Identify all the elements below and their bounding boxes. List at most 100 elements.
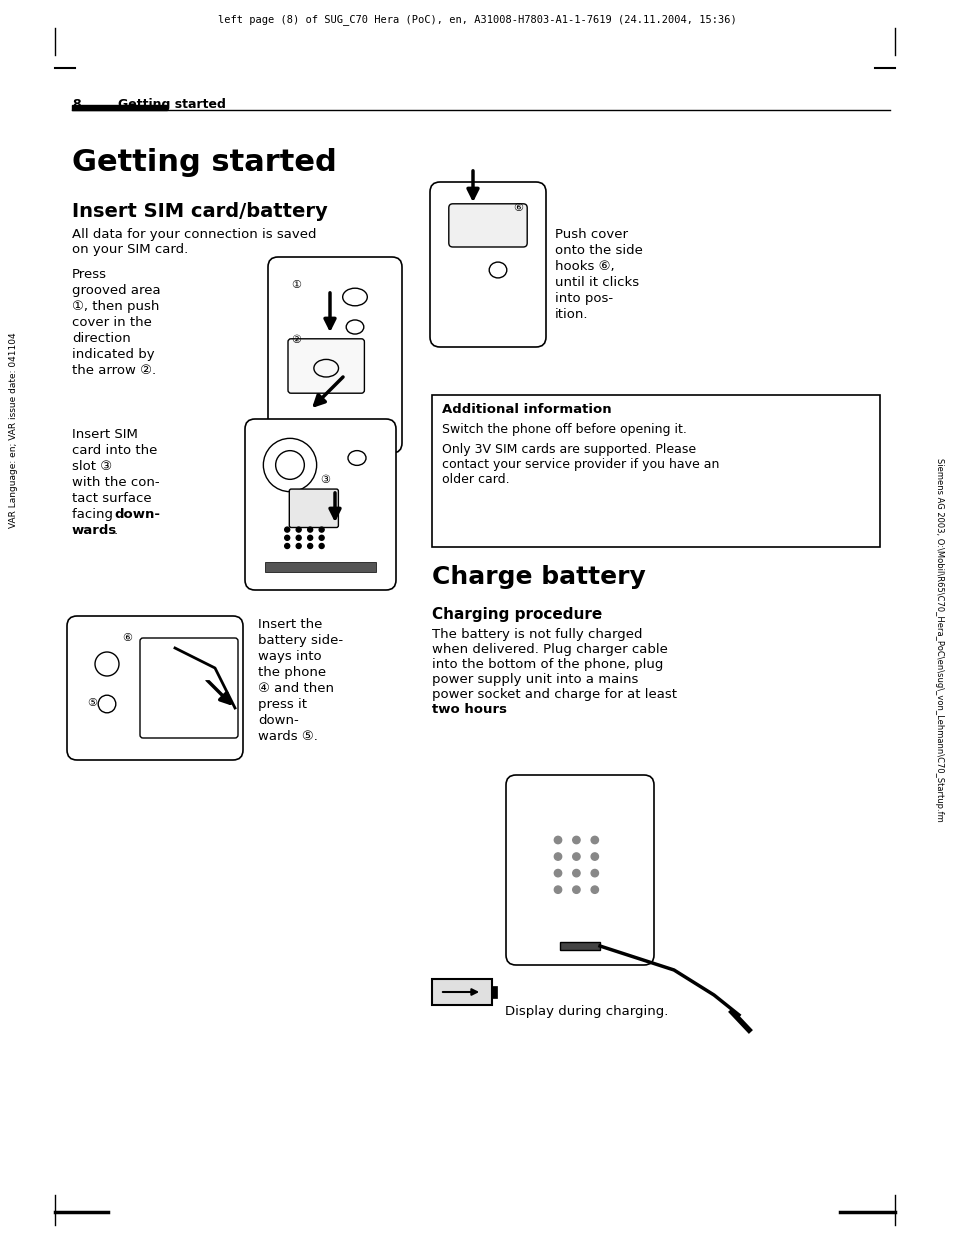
Text: wards: wards xyxy=(71,525,117,537)
Circle shape xyxy=(284,527,290,532)
Ellipse shape xyxy=(95,652,119,677)
Circle shape xyxy=(554,852,561,860)
Text: ②: ② xyxy=(291,335,301,345)
Text: into the bottom of the phone, plug: into the bottom of the phone, plug xyxy=(432,658,662,672)
Text: power socket and charge for at least: power socket and charge for at least xyxy=(432,688,677,701)
Text: older card.: older card. xyxy=(441,473,509,486)
Circle shape xyxy=(319,527,324,532)
Text: Press: Press xyxy=(71,268,107,282)
Text: power supply unit into a mains: power supply unit into a mains xyxy=(432,673,638,687)
Text: press it: press it xyxy=(257,698,307,711)
FancyBboxPatch shape xyxy=(288,339,364,394)
Text: hooks ⑥,: hooks ⑥, xyxy=(555,260,614,273)
Circle shape xyxy=(307,543,313,548)
Text: .: . xyxy=(498,703,502,716)
Text: card into the: card into the xyxy=(71,444,157,457)
Circle shape xyxy=(572,836,579,844)
Text: Switch the phone off before opening it.: Switch the phone off before opening it. xyxy=(441,422,686,436)
Circle shape xyxy=(295,536,301,541)
Text: ④ and then: ④ and then xyxy=(257,682,334,695)
Ellipse shape xyxy=(263,439,316,492)
Circle shape xyxy=(591,852,598,860)
Bar xyxy=(71,105,167,110)
Text: Display during charging.: Display during charging. xyxy=(504,1006,668,1018)
Text: the arrow ②.: the arrow ②. xyxy=(71,364,156,378)
Bar xyxy=(559,942,599,949)
Text: down-: down- xyxy=(113,508,160,521)
Circle shape xyxy=(591,886,598,893)
Bar xyxy=(432,395,879,547)
Text: 8: 8 xyxy=(71,98,81,111)
Circle shape xyxy=(591,836,598,844)
Text: ①, then push: ①, then push xyxy=(71,300,159,313)
Text: ⑥: ⑥ xyxy=(513,203,522,213)
Bar xyxy=(432,979,492,1006)
FancyBboxPatch shape xyxy=(448,204,527,247)
Circle shape xyxy=(572,852,579,860)
Text: slot ③: slot ③ xyxy=(71,460,112,473)
Circle shape xyxy=(554,870,561,877)
Text: onto the side: onto the side xyxy=(555,244,642,257)
FancyBboxPatch shape xyxy=(430,182,545,346)
Text: into pos-: into pos- xyxy=(555,292,613,305)
Text: The battery is not fully charged: The battery is not fully charged xyxy=(432,628,641,640)
Text: Siemens AG 2003, O:\Mobil\R65\C70_Hera_PoC\en\sug\_von_Lehmann\C70_Startup.fm: Siemens AG 2003, O:\Mobil\R65\C70_Hera_P… xyxy=(935,459,943,822)
Text: grooved area: grooved area xyxy=(71,284,160,297)
Text: down-: down- xyxy=(257,714,298,726)
Circle shape xyxy=(307,536,313,541)
Text: contact your service provider if you have an: contact your service provider if you hav… xyxy=(441,459,719,471)
FancyBboxPatch shape xyxy=(505,775,654,964)
Circle shape xyxy=(572,886,579,893)
FancyBboxPatch shape xyxy=(268,257,401,454)
Circle shape xyxy=(307,527,313,532)
Text: when delivered. Plug charger cable: when delivered. Plug charger cable xyxy=(432,643,667,655)
Circle shape xyxy=(284,536,290,541)
Text: ③: ③ xyxy=(319,475,330,485)
Text: Charge battery: Charge battery xyxy=(432,564,645,589)
Text: direction: direction xyxy=(71,331,131,345)
Text: ways into: ways into xyxy=(257,650,321,663)
Circle shape xyxy=(572,870,579,877)
Text: with the con-: with the con- xyxy=(71,476,159,488)
FancyBboxPatch shape xyxy=(289,490,338,527)
Text: Push cover: Push cover xyxy=(555,228,627,240)
Text: ⑤: ⑤ xyxy=(87,698,97,708)
Text: Charging procedure: Charging procedure xyxy=(432,607,601,622)
Text: ition.: ition. xyxy=(555,308,588,321)
Text: two hours: two hours xyxy=(432,703,506,716)
Text: tact surface: tact surface xyxy=(71,492,152,505)
Text: ⑥: ⑥ xyxy=(122,633,132,643)
Text: indicated by: indicated by xyxy=(71,348,154,361)
Text: Getting started: Getting started xyxy=(118,98,226,111)
Bar xyxy=(492,986,497,998)
Text: Getting started: Getting started xyxy=(71,148,336,177)
Bar xyxy=(265,562,375,572)
Text: ①: ① xyxy=(291,280,301,290)
Text: .: . xyxy=(113,525,118,537)
Text: cover in the: cover in the xyxy=(71,316,152,329)
Text: on your SIM card.: on your SIM card. xyxy=(71,243,188,255)
Circle shape xyxy=(319,543,324,548)
FancyBboxPatch shape xyxy=(67,616,243,760)
Circle shape xyxy=(319,536,324,541)
Text: the phone: the phone xyxy=(257,667,326,679)
Text: Additional information: Additional information xyxy=(441,402,611,416)
Circle shape xyxy=(554,836,561,844)
Circle shape xyxy=(591,870,598,877)
Text: left page (8) of SUG_C70 Hera (PoC), en, A31008-H7803-A1-1-7619 (24.11.2004, 15:: left page (8) of SUG_C70 Hera (PoC), en,… xyxy=(217,14,736,25)
FancyBboxPatch shape xyxy=(140,638,237,738)
Text: until it clicks: until it clicks xyxy=(555,277,639,289)
Text: wards ⑤.: wards ⑤. xyxy=(257,730,317,743)
Text: Only 3V SIM cards are supported. Please: Only 3V SIM cards are supported. Please xyxy=(441,444,696,456)
Text: facing: facing xyxy=(71,508,117,521)
Circle shape xyxy=(554,886,561,893)
Text: Insert SIM: Insert SIM xyxy=(71,427,138,441)
Text: All data for your connection is saved: All data for your connection is saved xyxy=(71,228,316,240)
Circle shape xyxy=(295,527,301,532)
Text: battery side-: battery side- xyxy=(257,634,343,647)
Circle shape xyxy=(284,543,290,548)
Circle shape xyxy=(295,543,301,548)
Text: VAR Language: en; VAR issue date: 041104: VAR Language: en; VAR issue date: 041104 xyxy=(10,333,18,528)
Text: Insert SIM card/battery: Insert SIM card/battery xyxy=(71,202,328,221)
FancyBboxPatch shape xyxy=(245,419,395,591)
